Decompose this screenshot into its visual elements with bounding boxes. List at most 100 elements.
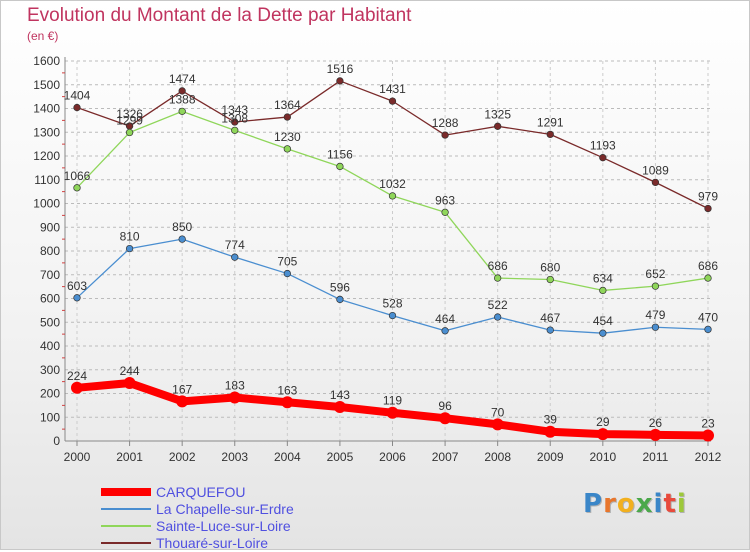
legend-label: Thouaré-sur-Loire xyxy=(156,535,269,551)
x-tick-label: 2011 xyxy=(643,450,669,464)
data-label: 686 xyxy=(488,259,508,273)
data-point-carquefou xyxy=(439,412,452,425)
data-point-carquefou xyxy=(176,395,189,408)
data-label: 183 xyxy=(225,379,245,393)
y-tick-label: 300 xyxy=(40,363,60,377)
data-label: 522 xyxy=(488,298,508,312)
y-tick-label: 500 xyxy=(40,315,60,329)
data-label: 1288 xyxy=(432,116,459,130)
x-tick-label: 2007 xyxy=(432,450,459,464)
data-point-thouar-sur-loire xyxy=(283,113,291,121)
logo-letter: o xyxy=(616,489,636,519)
legend-label: La Chapelle-sur-Erdre xyxy=(156,501,294,517)
legend-label: CARQUEFOU xyxy=(156,484,246,500)
data-point-sainte-luce-sur-loire xyxy=(283,145,291,153)
data-point-la-chapelle-sur-erdre xyxy=(336,295,344,304)
logo-letter: P xyxy=(583,489,604,519)
data-label: 1089 xyxy=(642,163,669,177)
data-label: 29 xyxy=(596,415,610,429)
legend-swatch xyxy=(101,525,151,527)
data-point-la-chapelle-sur-erdre xyxy=(441,327,449,335)
data-label: 850 xyxy=(172,220,192,234)
data-label: 119 xyxy=(383,394,402,408)
data-label: 528 xyxy=(382,297,402,311)
data-point-la-chapelle-sur-erdre xyxy=(494,313,502,321)
data-label: 1364 xyxy=(274,98,301,112)
data-point-thouar-sur-loire xyxy=(73,103,81,112)
data-label: 963 xyxy=(435,193,455,207)
y-tick-label: 1300 xyxy=(33,125,60,139)
data-point-la-chapelle-sur-erdre xyxy=(231,253,239,261)
data-label: 96 xyxy=(438,399,452,413)
y-tick-label: 1000 xyxy=(33,197,60,211)
x-tick-label: 2012 xyxy=(695,450,722,464)
data-label: 467 xyxy=(540,311,560,325)
data-point-sainte-luce-sur-loire xyxy=(178,107,186,115)
data-label: 244 xyxy=(120,364,140,378)
data-point-sainte-luce-sur-loire xyxy=(125,128,134,137)
data-label: 979 xyxy=(698,189,718,203)
data-point-thouar-sur-loire xyxy=(388,97,397,105)
x-tick-label: 2006 xyxy=(379,450,406,464)
data-label: 1343 xyxy=(221,103,248,117)
proxiti-logo: Proxiti xyxy=(583,489,687,519)
data-label: 470 xyxy=(698,310,718,324)
x-tick-label: 2005 xyxy=(327,450,354,464)
x-tick-label: 2003 xyxy=(221,450,248,464)
data-label: 1326 xyxy=(116,107,143,121)
y-tick-label: 700 xyxy=(40,268,60,282)
legend-swatch xyxy=(101,508,151,510)
y-tick-label: 0 xyxy=(53,434,60,448)
x-tick-label: 2002 xyxy=(169,450,196,464)
data-point-thouar-sur-loire xyxy=(336,77,344,85)
data-label: 680 xyxy=(540,261,560,275)
data-point-sainte-luce-sur-loire xyxy=(441,208,449,216)
data-point-la-chapelle-sur-erdre xyxy=(599,329,607,337)
data-point-carquefou xyxy=(596,428,609,441)
data-label: 1032 xyxy=(379,177,406,191)
legend-label: Sainte-Luce-sur-Loire xyxy=(156,518,291,534)
data-point-la-chapelle-sur-erdre xyxy=(546,326,554,334)
data-point-carquefou xyxy=(702,429,714,442)
data-point-sainte-luce-sur-loire xyxy=(546,275,554,284)
data-label: 596 xyxy=(330,280,350,294)
data-point-thouar-sur-loire xyxy=(599,154,607,162)
data-point-thouar-sur-loire xyxy=(704,204,712,213)
data-label: 224 xyxy=(67,369,87,383)
data-label: 1230 xyxy=(274,130,301,144)
data-label: 1474 xyxy=(169,72,196,86)
data-point-sainte-luce-sur-loire xyxy=(388,192,397,200)
y-tick-label: 100 xyxy=(40,410,60,424)
y-tick-label: 1200 xyxy=(33,149,60,163)
x-tick-label: 2009 xyxy=(537,450,564,464)
data-point-sainte-luce-sur-loire xyxy=(336,162,344,171)
data-label: 23 xyxy=(701,417,715,431)
data-label: 1066 xyxy=(64,169,91,183)
data-label: 1516 xyxy=(327,62,354,76)
data-point-thouar-sur-loire xyxy=(441,131,449,139)
data-point-la-chapelle-sur-erdre xyxy=(178,235,186,243)
logo-letter: i xyxy=(676,489,687,519)
data-point-sainte-luce-sur-loire xyxy=(704,274,712,282)
data-label: 1325 xyxy=(484,107,511,121)
logo-letter: x xyxy=(635,489,654,519)
y-tick-label: 1400 xyxy=(33,102,60,116)
data-point-thouar-sur-loire xyxy=(494,122,502,130)
data-point-thouar-sur-loire xyxy=(231,118,239,126)
chart-title: Evolution du Montant de la Dette par Hab… xyxy=(27,5,412,26)
data-point-thouar-sur-loire xyxy=(651,178,660,187)
data-label: 652 xyxy=(645,267,665,281)
data-point-la-chapelle-sur-erdre xyxy=(651,323,660,331)
data-label: 603 xyxy=(67,279,87,293)
x-tick-label: 2000 xyxy=(64,450,91,464)
data-label: 774 xyxy=(225,238,245,252)
chart-subtitle: (en €) xyxy=(27,29,59,43)
data-label: 1291 xyxy=(537,115,564,129)
data-point-thouar-sur-loire xyxy=(178,87,186,95)
data-point-carquefou xyxy=(123,377,136,390)
y-tick-label: 200 xyxy=(40,387,60,401)
data-point-carquefou xyxy=(649,428,662,441)
data-point-carquefou xyxy=(333,401,346,414)
legend-swatch xyxy=(101,488,151,496)
